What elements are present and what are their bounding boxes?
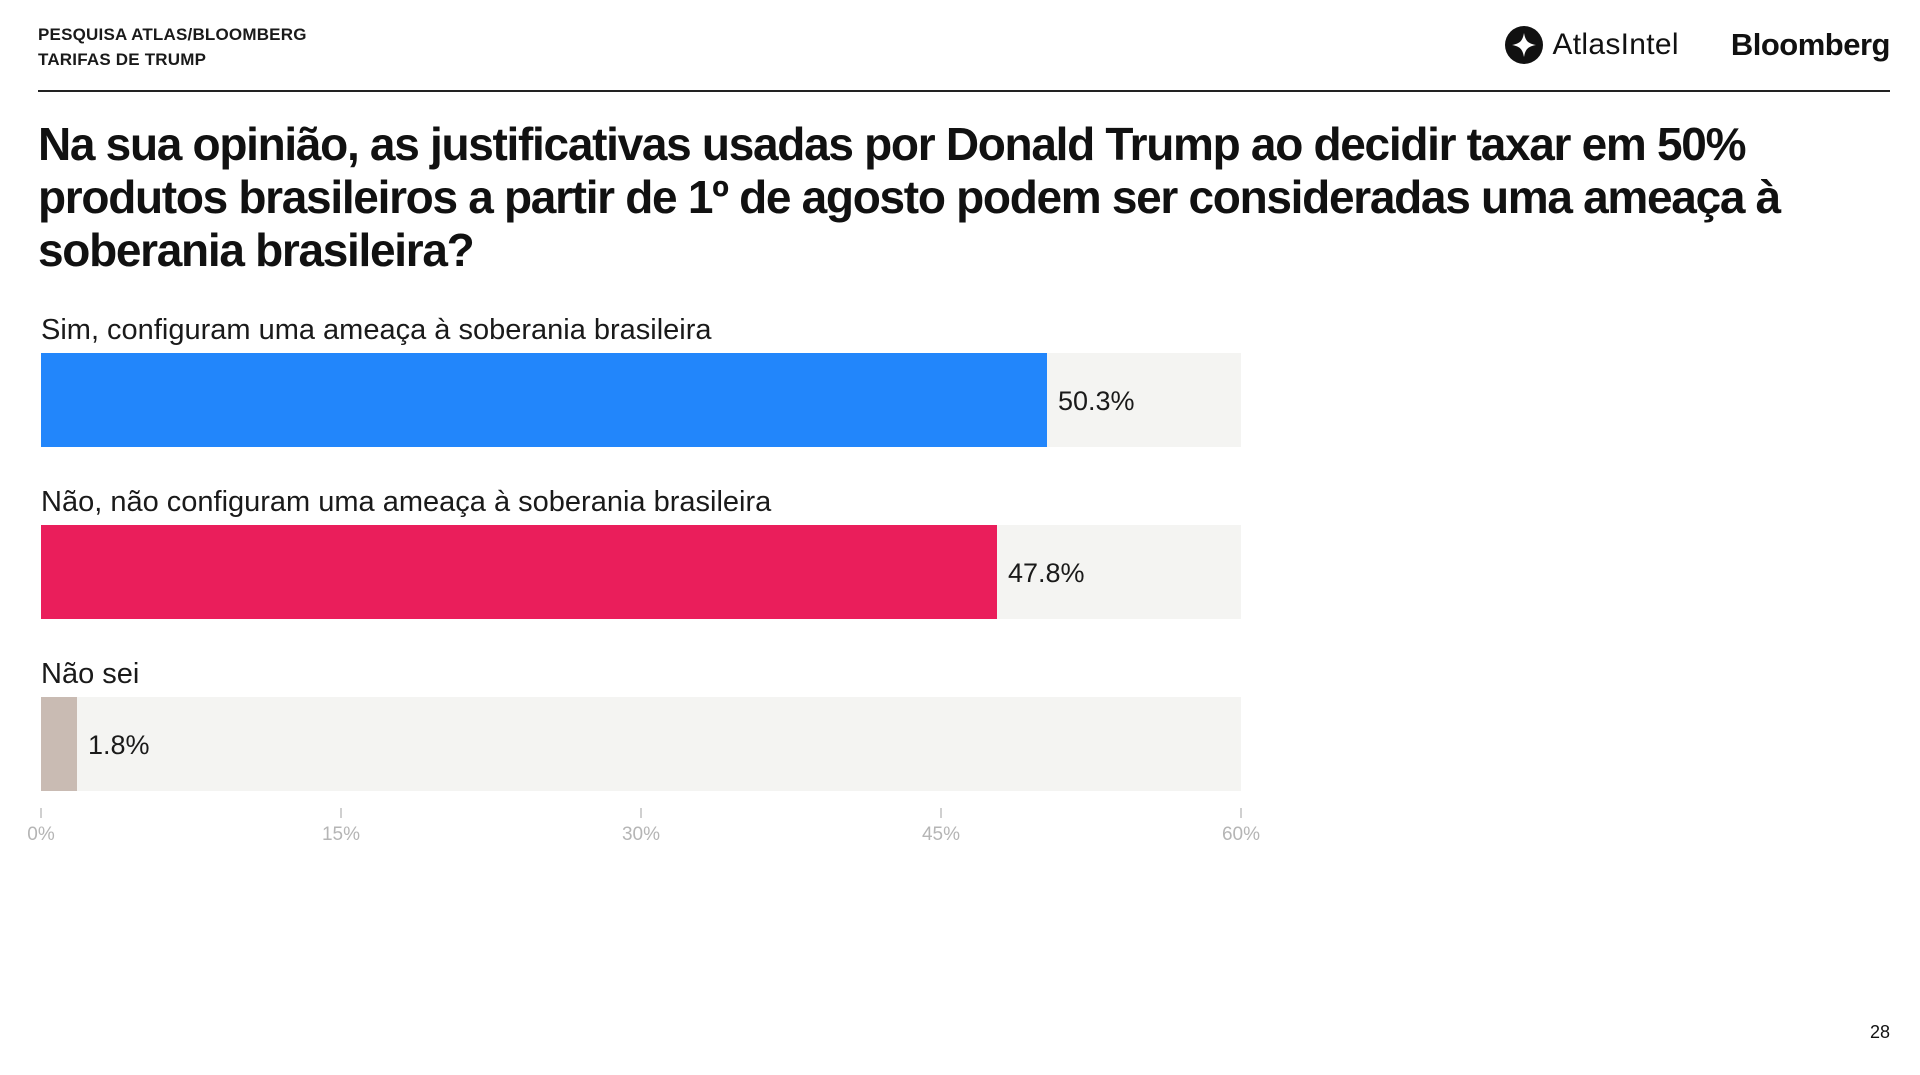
header-divider xyxy=(38,90,1890,92)
bar-track xyxy=(41,697,1241,791)
survey-name: PESQUISA ATLAS/BLOOMBERG xyxy=(38,25,307,44)
atlasintel-logo-icon xyxy=(1505,26,1544,64)
bar xyxy=(41,525,997,619)
x-tick-label: 60% xyxy=(1222,824,1260,845)
bar xyxy=(41,353,1047,447)
page-number: 28 xyxy=(1869,1022,1890,1042)
atlasintel-logo-text: AtlasIntel xyxy=(1552,28,1679,61)
category-label: Sim, configuram uma ameaça à soberania b… xyxy=(41,314,712,346)
x-tick-label: 45% xyxy=(922,824,960,845)
question-title: Na sua opinião, as justificativas usadas… xyxy=(38,118,1781,276)
value-label: 50.3% xyxy=(1058,386,1135,416)
survey-label: PESQUISA ATLAS/BLOOMBERG TARIFAS DE TRUM… xyxy=(38,22,307,72)
bloomberg-logo: Bloomberg xyxy=(1730,27,1891,62)
value-label: 1.8% xyxy=(88,730,150,760)
x-tick-label: 0% xyxy=(27,824,55,845)
category-label: Não sei xyxy=(41,658,139,690)
bar xyxy=(41,697,77,791)
value-label: 47.8% xyxy=(1008,558,1085,588)
x-tick-label: 30% xyxy=(622,824,660,845)
logos: AtlasIntel Bloomberg xyxy=(1504,22,1891,68)
atlasintel-logo: AtlasIntel xyxy=(1504,25,1679,65)
category-label: Não, não configuram uma ameaça à soberan… xyxy=(41,486,772,518)
survey-topic: TARIFAS DE TRUMP xyxy=(38,50,207,69)
x-tick-label: 15% xyxy=(322,824,360,845)
